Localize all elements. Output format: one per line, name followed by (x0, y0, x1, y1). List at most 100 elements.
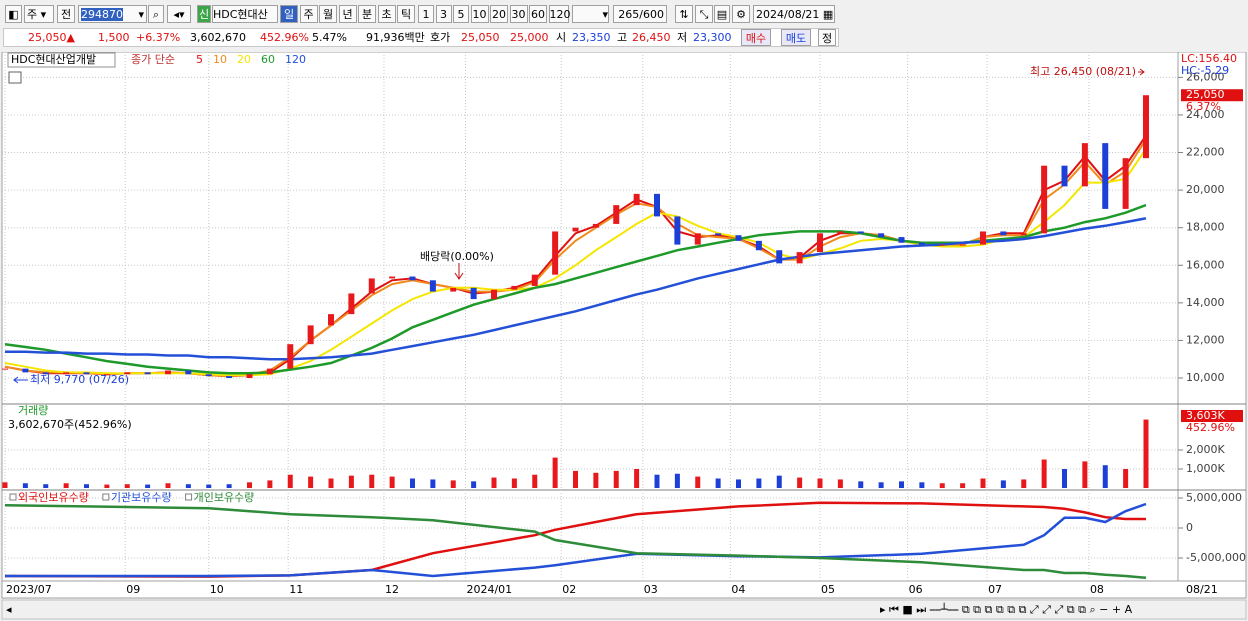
candle (898, 237, 905, 243)
volume-bar (43, 484, 49, 488)
volume-bar (491, 477, 497, 488)
candle (511, 285, 518, 290)
candle (409, 276, 416, 281)
volume-bar (511, 478, 517, 488)
market-select[interactable]: 주 ▾ (24, 5, 54, 23)
volume-bar (552, 457, 558, 488)
open: 23,350 (572, 31, 611, 44)
candle (1000, 231, 1007, 236)
chart-title: HDC현대산업개발 (11, 53, 96, 66)
settings-icon[interactable]: ⚙ (732, 5, 750, 23)
search-button[interactable]: ⌕ (148, 5, 164, 23)
y-tick-label: 16,000 (1186, 258, 1225, 271)
volume-bar (715, 478, 721, 488)
volume-bar (328, 478, 334, 488)
scroll-controls[interactable]: ▸ ⏮ ■ ⏭ ⎯⎯┴⎯⎯ ⧉ ⧉ ⧉ ⧉ ⧉ ⧉ ⤢ ⤢ ⤢ ⧉ ⧉ ⌕ − … (880, 602, 1133, 616)
volume-bar (756, 478, 762, 488)
count-input[interactable]: 265/600 (613, 5, 667, 23)
sell-button[interactable]: 매도 (781, 29, 811, 46)
date-input[interactable]: 2024/08/21 ▦ (753, 5, 835, 23)
period-button[interactable]: 5 (453, 5, 469, 23)
volume-bar (63, 483, 69, 488)
volume-bar (267, 480, 273, 488)
code-input[interactable]: 294870 ▾ (78, 5, 147, 23)
blank-select[interactable]: ▾ (572, 5, 609, 23)
menu-icon[interactable]: ◧ (5, 5, 22, 23)
period-button[interactable]: 30 (509, 5, 528, 23)
tool-icon[interactable]: ⤡ (695, 5, 713, 23)
x-tick-label: 2023/07 (6, 583, 52, 596)
volume-bar (939, 483, 945, 488)
candle (42, 372, 49, 375)
period-button[interactable]: 3 (435, 5, 452, 23)
period-button[interactable]: 10 (470, 5, 489, 23)
period-button[interactable]: 1 (418, 5, 434, 23)
candle (796, 252, 803, 264)
chart: ◂ ▸ ⏮ ■ ⏭ ⎯⎯┴⎯⎯ ⧉ ⧉ ⧉ ⧉ ⧉ ⧉ ⤢ ⤢ ⤢ ⧉ ⧉ ⌕ … (1, 52, 1247, 620)
market: 주 (27, 8, 38, 21)
tool-icon[interactable]: ⇅ (675, 5, 693, 23)
volume-bar (797, 477, 803, 488)
date: 2024/08/21 (756, 8, 820, 21)
candle (185, 370, 192, 375)
period-button[interactable]: 년 (338, 5, 357, 23)
scrollbar[interactable] (1, 599, 1247, 620)
candle (22, 368, 29, 373)
candle (837, 231, 844, 234)
period-button[interactable]: 틱 (397, 5, 415, 23)
candle (389, 276, 396, 279)
buy-button[interactable]: 매수 (741, 29, 771, 46)
y-tick-label: 14,000 (1186, 296, 1225, 309)
volume-bar (919, 482, 925, 488)
volume-bar (206, 484, 212, 488)
dividend-arrow (454, 263, 464, 280)
code: 294870 (81, 8, 123, 21)
period-button[interactable]: 120 (548, 5, 571, 23)
table-icon[interactable] (8, 71, 22, 84)
candle (694, 233, 701, 245)
volume-bar (695, 476, 701, 488)
period-button[interactable]: 월 (319, 5, 337, 23)
tool-icon[interactable]: ▤ (714, 5, 730, 23)
period-button[interactable]: 일 (280, 5, 298, 23)
period-button[interactable]: 주 (299, 5, 318, 23)
plot-background (1, 52, 1247, 582)
candle (735, 235, 742, 241)
volume-bar (369, 474, 375, 488)
volume-title: 거래량 (18, 404, 48, 417)
candle (491, 289, 497, 300)
legend-entry: 외국인보유수량 (18, 491, 89, 504)
prev-button[interactable]: 전 (57, 5, 75, 23)
low-annotation: 최저 9,770 (07/26) (30, 373, 129, 386)
period-button[interactable]: 60 (529, 5, 547, 23)
period-button[interactable]: 초 (377, 5, 396, 23)
candle (328, 314, 334, 326)
period-button[interactable]: 분 (358, 5, 376, 23)
sound-button[interactable]: ◂▾ (167, 5, 191, 23)
volume-bar (817, 478, 823, 488)
y-tick-label: 1,000K (1186, 462, 1225, 475)
candle (287, 344, 294, 369)
x-last-date: 08/21 (1186, 583, 1218, 596)
period-button[interactable]: 20 (490, 5, 508, 23)
volume-bar (145, 484, 151, 488)
last-volume-box (1181, 410, 1243, 422)
last-volume-pct: 452.96% (1186, 421, 1235, 434)
lc-label: LC:156.40 (1181, 52, 1237, 65)
turnover: 5.47% (312, 31, 347, 44)
volume-bar (980, 478, 986, 488)
y-tick-label: 22,000 (1186, 146, 1225, 159)
count: 265 (618, 8, 640, 21)
x-tick-label: 06 (909, 583, 923, 596)
scroll-left[interactable]: ◂ (6, 603, 12, 616)
volume-bar (1021, 479, 1027, 488)
volume-bar (1041, 459, 1047, 488)
x-tick-label: 08 (1090, 583, 1104, 596)
candle (857, 231, 864, 234)
x-axis-strip (1, 580, 1247, 599)
fix-button[interactable]: 정 (818, 29, 836, 46)
volume-bar (899, 481, 904, 488)
volume-bar (858, 481, 864, 488)
volume: 3,602,670 (190, 31, 246, 44)
